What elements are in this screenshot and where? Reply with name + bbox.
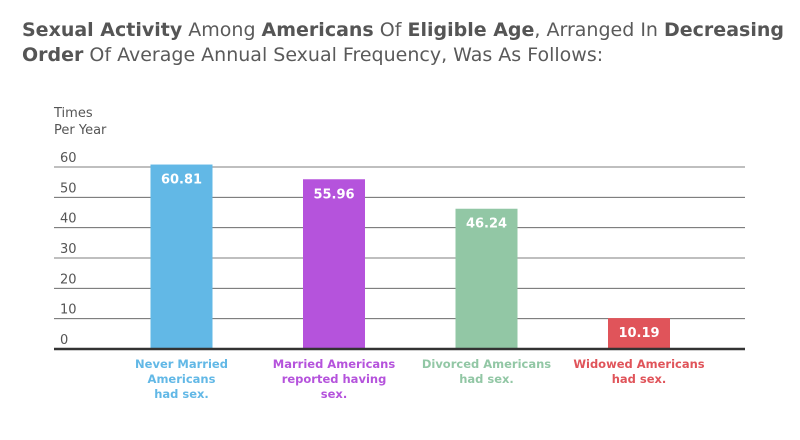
category-label-line: sex. xyxy=(321,387,347,401)
title-part: , Arranged In xyxy=(534,19,665,41)
y-axis-label-line-1: Times xyxy=(53,106,93,121)
category-label-line: Never Married xyxy=(135,357,228,371)
title-part: Decreasing Order xyxy=(22,19,784,66)
category-label-line: reported having xyxy=(282,372,387,386)
bar-value-label: 46.24 xyxy=(466,217,507,232)
bar xyxy=(303,179,365,349)
title-part: Sexual Activity xyxy=(22,19,183,41)
y-tick-label: 60 xyxy=(60,151,77,166)
category-label-line: Americans xyxy=(148,372,216,386)
bar-value-label: 55.96 xyxy=(313,187,354,202)
category-label-line: Married Americans xyxy=(273,357,396,371)
bar-value-labels: 60.81 55.96 46.24 10.19 xyxy=(161,173,660,342)
y-tick-label: 0 xyxy=(60,333,68,348)
bar-value-label: 10.19 xyxy=(618,326,659,341)
bar xyxy=(150,164,213,349)
title-part: Americans xyxy=(261,19,374,41)
chart-title: Sexual Activity Among Americans Of Eligi… xyxy=(22,18,792,68)
title-part: Of xyxy=(373,19,408,41)
category-label-line: had sex. xyxy=(612,372,667,386)
title-part: Eligible Age xyxy=(407,19,535,41)
y-tick-labels: 0 10 20 30 40 50 60 xyxy=(60,151,77,348)
category-label-line: had sex. xyxy=(154,387,209,401)
y-tick-label: 40 xyxy=(60,212,77,227)
y-tick-label: 20 xyxy=(60,272,77,287)
y-axis-label-line-2: Per Year xyxy=(54,123,107,138)
category-label-line: Widowed Americans xyxy=(573,357,704,371)
bar-value-label: 60.81 xyxy=(161,173,202,188)
y-tick-label: 50 xyxy=(60,181,77,196)
category-label-line: Divorced Americans xyxy=(422,357,551,371)
bar xyxy=(608,318,670,349)
y-tick-label: 10 xyxy=(60,303,77,318)
y-tick-label: 30 xyxy=(60,242,77,257)
category-label-line: had sex. xyxy=(459,372,514,386)
title-part: Among xyxy=(182,19,262,41)
bars xyxy=(150,164,670,349)
title-part: Of Average Annual Sexual Frequency, Was … xyxy=(83,44,604,66)
bar xyxy=(455,208,518,349)
